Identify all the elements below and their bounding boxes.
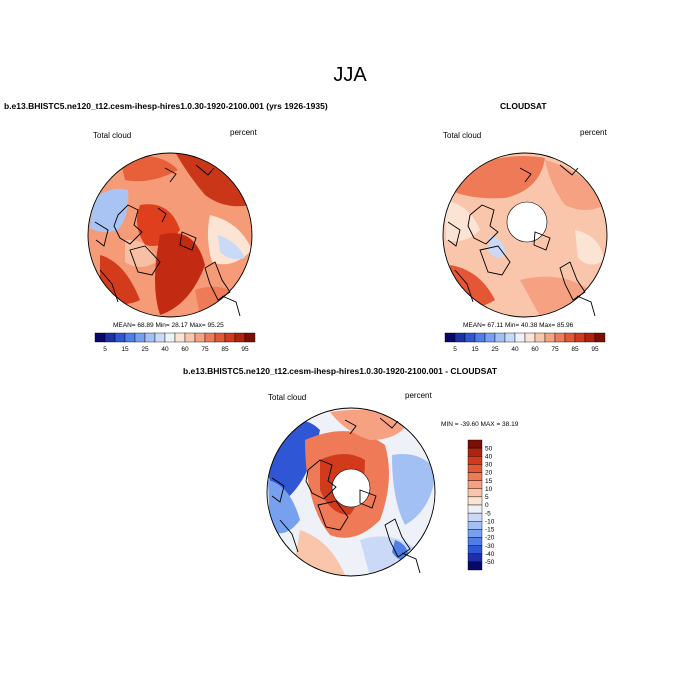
panel1-colorbar-box	[184, 332, 196, 343]
panel3-colorbar-tick-label: 50	[485, 445, 493, 452]
panel3-colorbar-box	[467, 553, 483, 563]
panel1-colorbar-box	[224, 332, 236, 343]
panel1-colorbar-tick-label: 5	[103, 346, 107, 353]
panel1-units-label: percent	[230, 128, 257, 137]
panel2-colorbar-box	[504, 332, 516, 343]
panel3-colorbar-tick-label: 15	[485, 478, 493, 485]
panel3-variable-label: Total cloud	[268, 393, 307, 402]
panel3-colorbar-tick-label: 10	[485, 486, 493, 493]
panel2-colorbar-box	[514, 332, 526, 343]
panel1-variable-label: Total cloud	[93, 131, 132, 140]
panel1-colorbar-box	[104, 332, 116, 343]
panel1-colorbar-box	[174, 332, 186, 343]
panel1-colorbar-box	[94, 332, 106, 343]
panel3-colorbar-box	[467, 456, 483, 465]
panel3-colorbar-tick-label: -15	[485, 527, 495, 534]
panel2-colorbar-tick-label: 5	[453, 346, 457, 353]
panel3-colorbar-tick-label: 20	[485, 470, 493, 477]
panel3-colorbar-tick-label: -40	[485, 551, 495, 558]
panel3-colorbar-tick-label: 5	[485, 494, 489, 501]
panel2-colorbar-box	[544, 332, 556, 343]
panel1-colorbar: 5 15 25 40 60 75 85 95	[94, 332, 256, 353]
panel3-colorbar-box	[467, 488, 483, 498]
panel3-colorbar-tick-label: 30	[485, 462, 493, 469]
panel2-colorbar-box	[594, 332, 606, 343]
panel2-colorbar-tick-label: 95	[591, 346, 599, 353]
panel3-colorbar-tick-label: -20	[485, 535, 495, 542]
panel2-colorbar-box	[494, 332, 506, 343]
panel2-colorbar-tick-label: 15	[471, 346, 479, 353]
panel1-colorbar-box	[194, 332, 206, 343]
panel3-colorbar-box	[467, 561, 483, 571]
panel2-colorbar-tick-label: 25	[491, 346, 499, 353]
panel1-colorbar-tick-label: 60	[181, 346, 189, 353]
panel2-map	[442, 152, 608, 318]
panel2-colorbar: 5 15 25 40 60 75 85 95	[444, 332, 606, 353]
panel1-colorbar-box	[234, 332, 246, 343]
panel3-colorbar-tick-label: 40	[485, 453, 493, 460]
panel1-colorbar-box	[134, 332, 146, 343]
panel2-colorbar-tick-label: 85	[571, 346, 579, 353]
panel3-colorbar-box	[467, 537, 483, 546]
panel1-colorbar-tick-label: 15	[121, 346, 129, 353]
panel3-units-label: percent	[405, 391, 432, 400]
panel3-colorbar-box	[467, 529, 483, 538]
panel3-colorbar-box	[467, 439, 483, 449]
panel2-colorbar-box	[564, 332, 576, 343]
panel3-colorbar-box	[467, 447, 483, 457]
panel1-map	[87, 152, 253, 318]
panel1-colorbar-box	[214, 332, 226, 343]
panel2-variable-label: Total cloud	[443, 131, 482, 140]
panel2-colorbar-box	[484, 332, 496, 343]
panel3-colorbar-box	[467, 521, 483, 530]
panel1-stats: MEAN= 68.89 Min= 28.17 Max= 95.25	[113, 322, 224, 329]
panel3-colorbar-tick-label: -30	[485, 543, 495, 550]
panel2-colorbar-box	[584, 332, 596, 343]
panel2-colorbar-box	[454, 332, 466, 343]
panel3-colorbar-box	[467, 464, 483, 473]
panel3-colorbar-box	[467, 496, 483, 506]
panel1-colorbar-tick-label: 85	[221, 346, 229, 353]
panel2-units-label: percent	[580, 128, 607, 137]
panel1-colorbar-box	[154, 332, 166, 343]
panel3-map	[266, 407, 436, 577]
panel2-colorbar-box	[574, 332, 586, 343]
panel3-colorbar-box	[467, 472, 483, 481]
panel1-colorbar-box	[144, 332, 156, 343]
figure-title: JJA	[333, 64, 367, 86]
panel2-colorbar-tick-label: 75	[551, 346, 559, 353]
panel1-colorbar-tick-label: 95	[241, 346, 249, 353]
panel3-stats: MIN = -39.60 MAX = 38.19	[441, 421, 519, 428]
panel3-colorbar-tick-label: -5	[485, 510, 491, 517]
panel3-colorbar-box	[467, 512, 483, 522]
panel1-colorbar-box	[204, 332, 216, 343]
panel1-colorbar-box	[164, 332, 176, 343]
panel3-colorbar-box	[467, 504, 483, 514]
panel1-colorbar-tick-label: 40	[161, 346, 169, 353]
panel2-colorbar-box	[464, 332, 476, 343]
panel2-colorbar-box	[524, 332, 536, 343]
panel3-title: b.e13.BHISTC5.ne120_t12.cesm-ihesp-hires…	[183, 366, 498, 376]
panel2-stats: MEAN= 67.11 Min= 40.38 Max= 85.96	[463, 322, 574, 329]
panel1-colorbar-box	[244, 332, 256, 343]
panel2-title: CLOUDSAT	[500, 101, 547, 111]
panel3-colorbar-tick-label: -10	[485, 518, 495, 525]
panel2-colorbar-box	[534, 332, 546, 343]
panel2-colorbar-tick-label: 40	[511, 346, 519, 353]
panel3-colorbar-box	[467, 545, 483, 554]
panel1-colorbar-box	[114, 332, 126, 343]
panel1-colorbar-box	[124, 332, 136, 343]
panel2-colorbar-box	[444, 332, 456, 343]
panel2-colorbar-tick-label: 60	[531, 346, 539, 353]
panel1-title: b.e13.BHISTC5.ne120_t12.cesm-ihesp-hires…	[4, 101, 328, 111]
panel3-colorbar-tick-label: 0	[485, 502, 489, 509]
panel3-colorbar-box	[467, 480, 483, 489]
panel2-colorbar-box	[554, 332, 566, 343]
panel3-colorbar-tick-label: -50	[485, 559, 495, 566]
panel1-colorbar-tick-label: 75	[201, 346, 209, 353]
panel1-colorbar-tick-label: 25	[141, 346, 149, 353]
panel2-colorbar-box	[474, 332, 486, 343]
